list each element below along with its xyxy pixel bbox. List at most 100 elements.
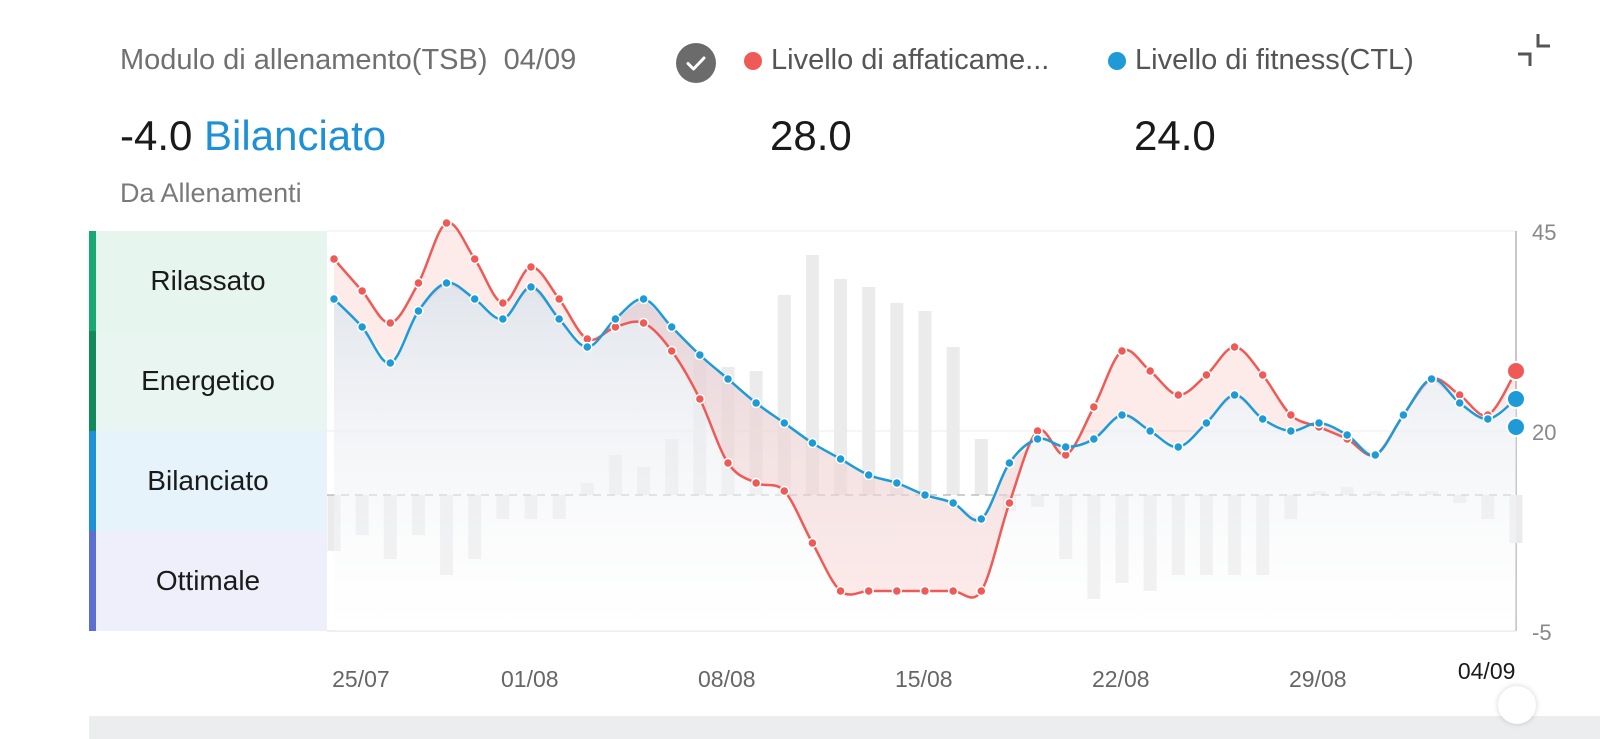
tsb-label-row: Modulo di allenamento(TSB) 04/09 xyxy=(120,44,576,77)
fatigue-point xyxy=(1088,401,1100,413)
fitness-point xyxy=(779,417,790,429)
fitness-point xyxy=(722,373,734,385)
fatigue-point xyxy=(750,477,762,489)
check-circle-icon[interactable] xyxy=(676,43,716,83)
fitness-point xyxy=(1201,417,1212,429)
zone-bar xyxy=(89,331,96,431)
fitness-point xyxy=(328,293,340,305)
tsb-value: -4.0 xyxy=(120,112,193,159)
latest-fatigue-dot xyxy=(1506,361,1526,381)
fatigue-dot-icon xyxy=(744,51,762,70)
fitness-point xyxy=(863,469,874,481)
fatigue-point xyxy=(553,293,565,305)
fitness-point xyxy=(1398,409,1409,421)
fatigue-point xyxy=(385,317,396,329)
y-tick-45: 45 xyxy=(1532,220,1557,245)
fatigue-point xyxy=(525,261,537,273)
zone-rilassato: Rilassato xyxy=(89,231,327,331)
legend-fitness[interactable]: Livello di fitness(CTL) xyxy=(1108,44,1414,77)
fatigue-point xyxy=(356,285,368,297)
tsb-bar xyxy=(862,287,876,495)
fitness-point xyxy=(1454,397,1465,409)
fitness-point xyxy=(835,453,846,465)
fitness-point xyxy=(525,281,537,293)
fitness-point xyxy=(1341,429,1353,441)
fitness-point xyxy=(1229,389,1240,401)
fatigue-point xyxy=(835,585,846,597)
fitness-point xyxy=(750,397,762,409)
fatigue-point xyxy=(1173,389,1184,401)
fatigue-point xyxy=(947,585,959,597)
fatigue-point xyxy=(469,253,480,265)
fitness-point xyxy=(1116,409,1128,421)
fitness-point xyxy=(1370,449,1381,461)
fitness-point xyxy=(666,321,677,333)
x-tick-label-selected: 04/09 xyxy=(1457,658,1516,684)
zone-bar xyxy=(89,531,96,631)
subtitle: Da Allenamenti xyxy=(120,178,302,208)
fitness-point xyxy=(891,477,903,489)
fatigue-point xyxy=(891,585,903,597)
fatigue-point xyxy=(1229,341,1240,353)
fitness-point xyxy=(1426,373,1437,385)
fitness-point xyxy=(694,349,706,361)
fitness-point xyxy=(1482,413,1494,425)
x-tick-label: 15/08 xyxy=(895,666,953,692)
fitness-point xyxy=(1088,433,1100,445)
fatigue-point xyxy=(919,585,931,597)
fatigue-band xyxy=(334,222,1516,598)
range-slider-handle[interactable] xyxy=(1498,686,1536,724)
fitness-point xyxy=(976,513,987,525)
fitness-point xyxy=(1004,457,1015,469)
x-tick-label: 29/08 xyxy=(1289,666,1347,692)
y-tick-minus5: -5 xyxy=(1532,620,1552,645)
fitness-point xyxy=(1173,441,1184,453)
fitness-point xyxy=(553,313,565,325)
fatigue-point xyxy=(1257,369,1268,381)
fitness-point xyxy=(441,277,452,289)
legend-fatigue[interactable]: Livello di affaticame... xyxy=(744,44,1049,77)
fatigue-point xyxy=(694,393,706,405)
fatigue-point xyxy=(328,253,340,265)
fatigue-point xyxy=(441,217,452,229)
zone-bar xyxy=(89,431,96,531)
zone-energetico: Energetico xyxy=(89,331,327,431)
fitness-point xyxy=(385,357,396,369)
fitness-point xyxy=(947,497,959,509)
fitness-point xyxy=(497,313,509,325)
latest-fitness-dot xyxy=(1506,389,1526,409)
zone-bar xyxy=(89,231,96,331)
tsb-bar xyxy=(946,347,960,495)
tsb-value-row: -4.0 Bilanciato xyxy=(120,112,386,160)
fatigue-value: 28.0 xyxy=(770,112,852,159)
fatigue-point xyxy=(976,585,987,597)
fatigue-point xyxy=(1116,345,1128,357)
legend-fatigue-label: Livello di affaticame... xyxy=(771,44,1050,76)
tsb-label: Modulo di allenamento(TSB) xyxy=(120,44,488,76)
fatigue-point xyxy=(779,485,790,497)
fatigue-point xyxy=(413,277,424,289)
x-tick-label: 25/07 xyxy=(332,666,390,692)
fitness-point xyxy=(1060,441,1071,453)
fatigue-point xyxy=(1004,497,1015,509)
fitness-point xyxy=(1144,425,1156,437)
collapse-icon[interactable] xyxy=(1512,28,1556,72)
tsb-bar xyxy=(805,255,819,495)
fatigue-point xyxy=(1201,369,1212,381)
x-tick-label: 08/08 xyxy=(698,666,756,692)
range-scrollbar[interactable] xyxy=(89,716,1600,739)
fatigue-point xyxy=(1285,409,1297,421)
y-tick-20: 20 xyxy=(1532,420,1557,445)
latest-fitness-dot-2 xyxy=(1506,417,1526,437)
fitness-area xyxy=(334,282,1516,631)
zone-ottimale: Ottimale xyxy=(89,531,327,631)
fatigue-point xyxy=(722,457,734,469)
fitness-value: 24.0 xyxy=(1134,112,1216,159)
zone-bilanciato: Bilanciato xyxy=(89,431,327,531)
fitness-point xyxy=(413,305,424,317)
tsb-status: Bilanciato xyxy=(204,112,387,159)
tsb-bar xyxy=(974,439,988,495)
zone-label: Energetico xyxy=(141,365,275,396)
fitness-point xyxy=(1313,417,1325,429)
